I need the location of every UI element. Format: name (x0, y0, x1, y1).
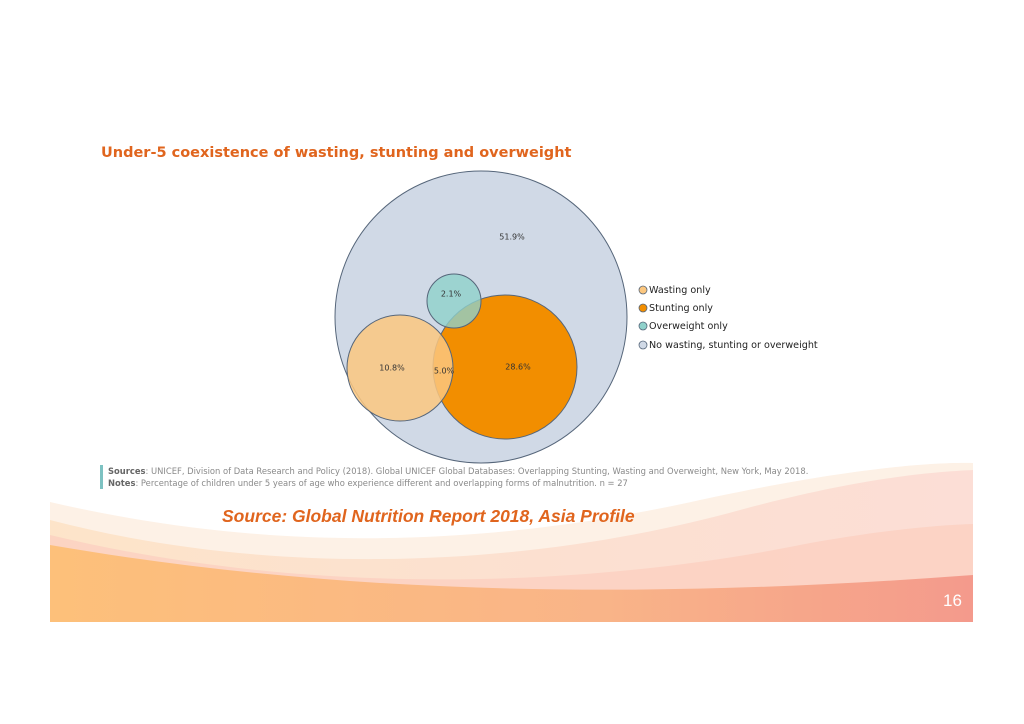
legend-swatch (638, 321, 648, 331)
label-wasting-stunting: 5.0% (434, 367, 455, 376)
sources-line: Sources: UNICEF, Division of Data Resear… (108, 466, 809, 476)
circle-overweight (426, 273, 482, 329)
legend-label: Wasting only (649, 285, 711, 296)
legend-label: Stunting only (649, 303, 713, 314)
chart-notes: Sources: UNICEF, Division of Data Resear… (100, 465, 808, 489)
label-stunting-only: 28.6% (505, 363, 531, 372)
label-overweight-only: 2.1% (441, 290, 462, 299)
legend-swatch (638, 303, 648, 313)
source-caption: Source: Global Nutrition Report 2018, As… (222, 506, 635, 526)
chart-title: Under-5 coexistence of wasting, stunting… (101, 145, 572, 161)
notes-line: Notes: Percentage of children under 5 ye… (108, 478, 628, 488)
legend-label: No wasting, stunting or overweight (649, 340, 818, 351)
label-none: 51.9% (499, 233, 525, 242)
legend-label: Overweight only (649, 321, 728, 332)
legend-swatch (638, 340, 648, 350)
page-number: 16 (943, 591, 962, 610)
legend-swatch (638, 285, 648, 295)
circle-wasting (346, 314, 454, 422)
label-wasting-only: 10.8% (379, 364, 405, 373)
